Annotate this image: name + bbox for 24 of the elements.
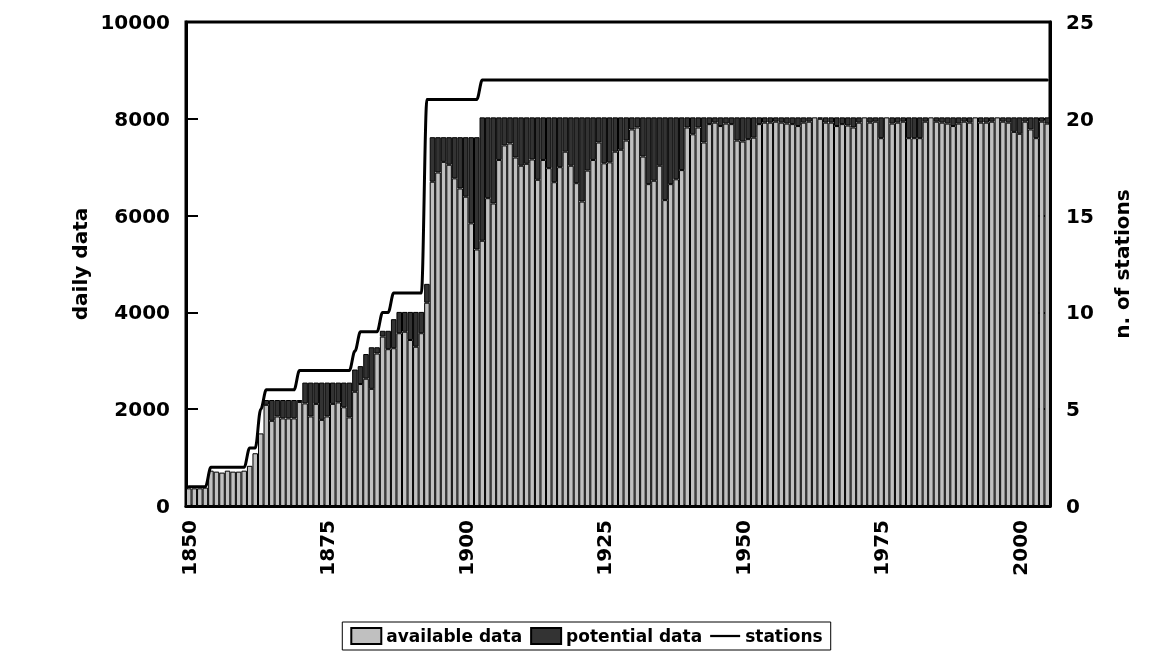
x-tick-label: 2000 [1007,520,1032,576]
x-tick-label: 1975 [869,520,894,576]
x-tick-label: 1925 [592,520,617,576]
x-tick-label: 1875 [315,520,340,576]
y-tick-label: 4000 [114,300,170,325]
y2-tick-label: 5 [1066,397,1080,422]
x-tick-label: 1850 [176,520,201,576]
y-tick-label: 8000 [114,106,170,131]
y2-tick-label: 25 [1066,10,1094,34]
y2-tick-label: 20 [1066,106,1094,131]
y2-tick-label: 15 [1066,203,1094,228]
y-tick-label: 10000 [100,10,170,34]
legend-label: potential data [566,626,703,646]
y2-tick-label: 10 [1066,300,1094,325]
y2-axis-title: n. of stations [1110,189,1134,339]
legend-label: stations [745,626,823,646]
y-tick-label: 6000 [114,203,170,228]
y-axis-title: daily data [67,207,92,321]
x-tick-label: 1950 [730,520,755,576]
y-tick-label: 2000 [114,397,170,422]
x-tick-label: 1900 [453,520,478,576]
legend-label: available data [386,626,523,646]
y-tick-label: 0 [156,494,170,518]
y2-tick-label: 0 [1066,494,1080,518]
